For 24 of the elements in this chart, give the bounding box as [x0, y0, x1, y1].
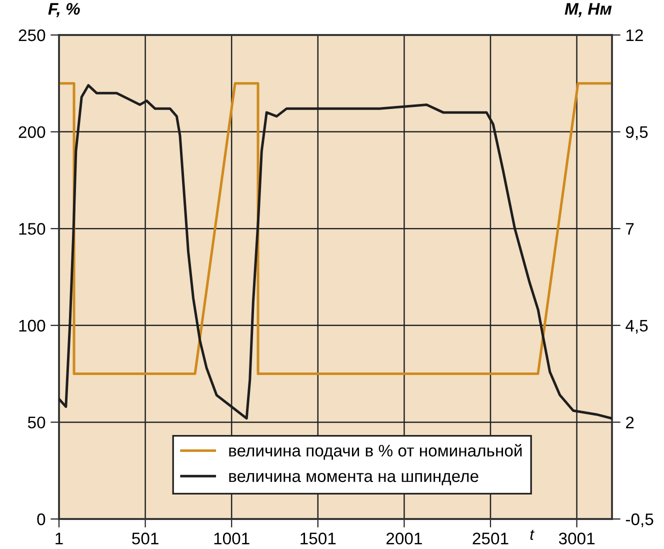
legend-label: величина момента на шпинделе: [229, 472, 478, 486]
y-tick-label: 200: [18, 126, 46, 138]
y2-tick-label: 2: [626, 416, 634, 428]
x-tick-label: 1001: [214, 532, 250, 544]
y-tick-label: 150: [19, 223, 46, 235]
x-tick-label: 3001: [558, 532, 595, 544]
y2-tick-label: 12: [626, 29, 643, 42]
y-axis-title: F, %: [48, 3, 80, 18]
y2-tick-label: 4,5: [626, 320, 648, 334]
x-tick-label: 2001: [386, 532, 422, 544]
x-tick-label: 501: [132, 532, 158, 544]
y-tick-label: 50: [28, 416, 46, 428]
x-tick-label: 1501: [300, 532, 336, 544]
x-axis-title: t: [530, 530, 534, 540]
x-tick-label: 2501: [472, 532, 508, 544]
y-tick-label: 250: [18, 29, 46, 42]
legend-label: величина подачи в % от номинальной: [229, 444, 522, 460]
y-tick-label: 0: [37, 513, 46, 526]
x-tick-label: 1: [56, 532, 63, 544]
y-tick-label: 100: [19, 320, 46, 332]
y2-tick-label: 7: [626, 223, 634, 235]
y2-tick-label: 9,5: [626, 126, 648, 140]
y2-axis-title: M, Нм: [564, 3, 612, 18]
y2-tick-label: -0,5: [626, 513, 654, 528]
